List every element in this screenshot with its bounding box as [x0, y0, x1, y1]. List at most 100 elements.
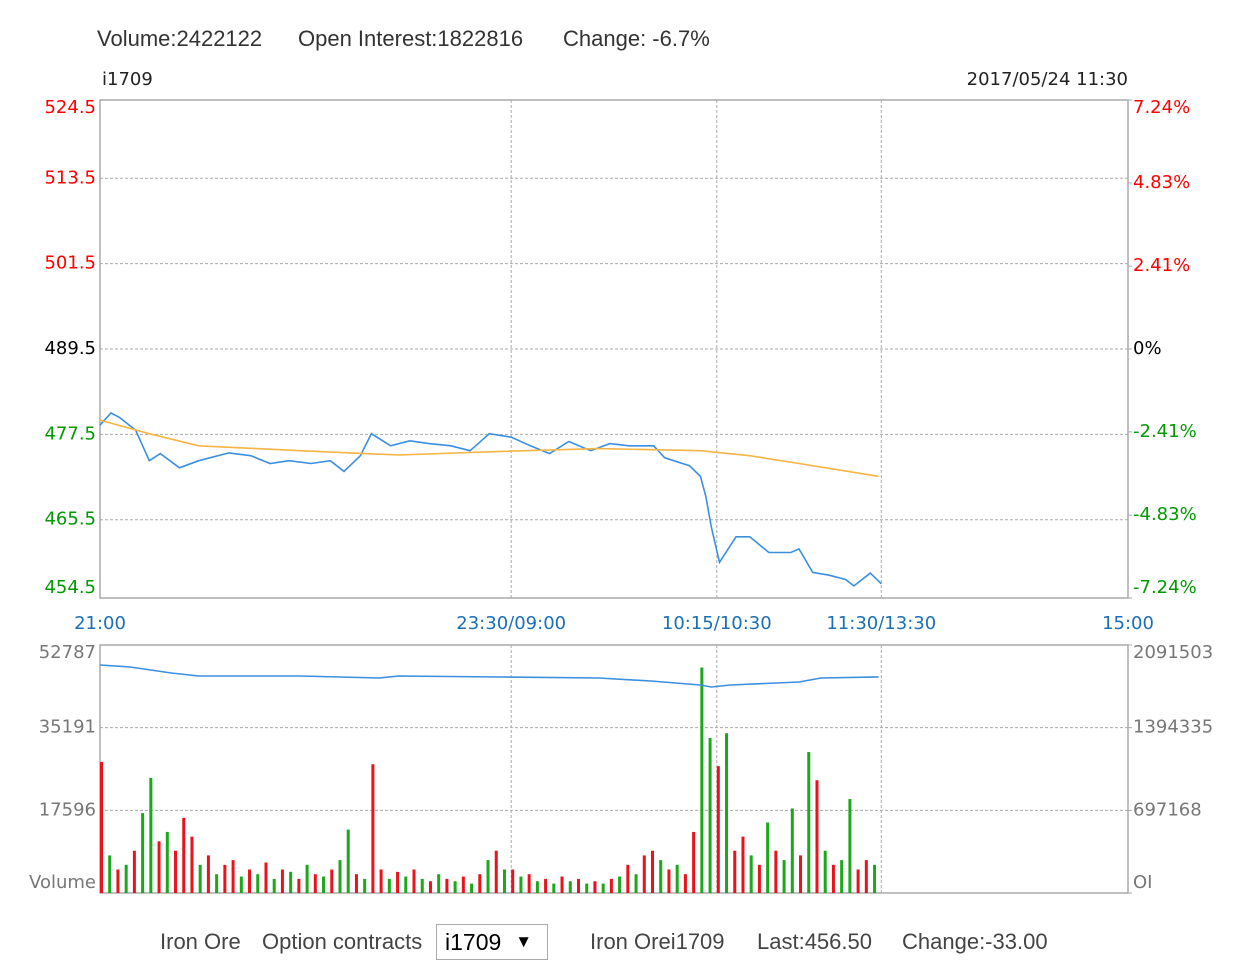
volume-bar [404, 876, 408, 893]
volume-bar [387, 878, 391, 893]
volume-bar [280, 869, 284, 893]
volume-bar [609, 878, 613, 893]
timestamp: 2017/05/24 11:30 [967, 69, 1128, 90]
y2-tick-label: 0% [1133, 338, 1162, 359]
volume-bar [831, 864, 835, 893]
volume-bar [100, 761, 103, 893]
y2-tick-label: -7.24% [1133, 577, 1197, 598]
volume-bar [445, 878, 449, 893]
volume-bar [651, 850, 655, 893]
volume-bar [807, 752, 811, 893]
volume-bar [256, 874, 260, 893]
last-price: Last:456.50 [757, 929, 872, 954]
volume-bar [659, 860, 663, 893]
contract-name: Iron Orei1709 [590, 929, 725, 954]
volume-bar [848, 799, 852, 893]
open-interest-text: Open Interest:1822816 [298, 26, 524, 51]
volume-bar [675, 864, 679, 893]
volume-bar [642, 855, 646, 893]
y-tick-label: 501.5 [44, 253, 96, 274]
option-label: Option contracts [262, 929, 423, 954]
volume-bar [223, 864, 227, 893]
volume-bar [568, 881, 572, 893]
volume-bar [774, 850, 778, 893]
volume-bar [132, 850, 136, 893]
volume-bar [544, 878, 548, 893]
volume-bar [206, 855, 210, 893]
y-tick-label: 35191 [39, 717, 96, 738]
volume-bar [552, 883, 556, 893]
dropdown-arrow: ▼ [515, 932, 533, 951]
volume-bar [560, 876, 564, 893]
volume-text: Volume:2422122 [97, 26, 263, 51]
y2-tick-label: OI [1133, 872, 1152, 893]
volume-bar [116, 869, 120, 893]
series-line [99, 664, 879, 688]
volume-bar [420, 878, 424, 893]
volume-bar [486, 860, 490, 893]
change-text: Change: -6.7% [563, 26, 710, 51]
volume-bar [601, 883, 605, 893]
volume-bar [313, 874, 317, 893]
volume-bar [873, 864, 877, 893]
volume-bar [741, 836, 745, 893]
volume-bar [289, 871, 293, 893]
contract-select[interactable]: i1709 ▼ [436, 924, 548, 960]
volume-bar [535, 881, 539, 893]
x-tick-label: 15:00 [1102, 613, 1154, 634]
volume-bar [502, 869, 506, 893]
y-tick-label: 52787 [39, 642, 96, 663]
y-tick-label: 454.5 [44, 577, 96, 598]
y-tick-label: 477.5 [44, 423, 96, 444]
volume-bar [470, 883, 474, 893]
volume-bar [124, 864, 128, 893]
series-line [99, 412, 882, 587]
volume-bar [585, 883, 589, 893]
volume-bar [215, 874, 219, 893]
volume-bar [190, 836, 194, 893]
y2-tick-label: 2.41% [1133, 255, 1190, 276]
volume-bar [478, 874, 482, 893]
volume-bar [239, 876, 243, 893]
volume-bar [733, 850, 737, 893]
volume-bar [692, 831, 696, 893]
volume-bar [231, 860, 235, 893]
volume-bar [815, 780, 819, 893]
volume-bar [157, 841, 161, 893]
y2-tick-label: -4.83% [1133, 504, 1197, 525]
volume-bar [626, 864, 630, 893]
volume-bar [182, 817, 186, 893]
y2-tick-label: 7.24% [1133, 97, 1190, 118]
volume-bar [576, 878, 580, 893]
volume-bar [856, 869, 860, 893]
volume-bar [108, 855, 112, 893]
volume-bar [864, 860, 868, 893]
volume-bar [527, 874, 531, 893]
volume-bar [708, 737, 712, 893]
volume-bar [757, 864, 761, 893]
volume-bar [264, 862, 268, 893]
volume-bar [338, 860, 342, 893]
x-tick-label: 21:00 [74, 613, 126, 634]
volume-bar [141, 813, 145, 893]
volume-bar [354, 874, 358, 893]
volume-bar [412, 869, 416, 893]
y2-tick-label: 1394335 [1133, 717, 1213, 738]
volume-bar [371, 764, 375, 893]
symbol: i1709 [102, 69, 153, 90]
volume-bar [782, 860, 786, 893]
volume-bar [667, 869, 671, 893]
volume-bar [330, 869, 334, 893]
volume-bar [766, 822, 770, 893]
volume-bar [149, 777, 153, 893]
volume-bar [322, 876, 326, 893]
y2-tick-label: -2.41% [1133, 421, 1197, 442]
volume-bar [519, 876, 523, 893]
y2-tick-label: 4.83% [1133, 172, 1190, 193]
plot-frame [99, 99, 1129, 599]
volume-bar [494, 850, 498, 893]
volume-bar [453, 881, 457, 893]
x-tick-label: 10:15/10:30 [662, 613, 772, 634]
x-tick-label: 23:30/09:00 [456, 613, 566, 634]
